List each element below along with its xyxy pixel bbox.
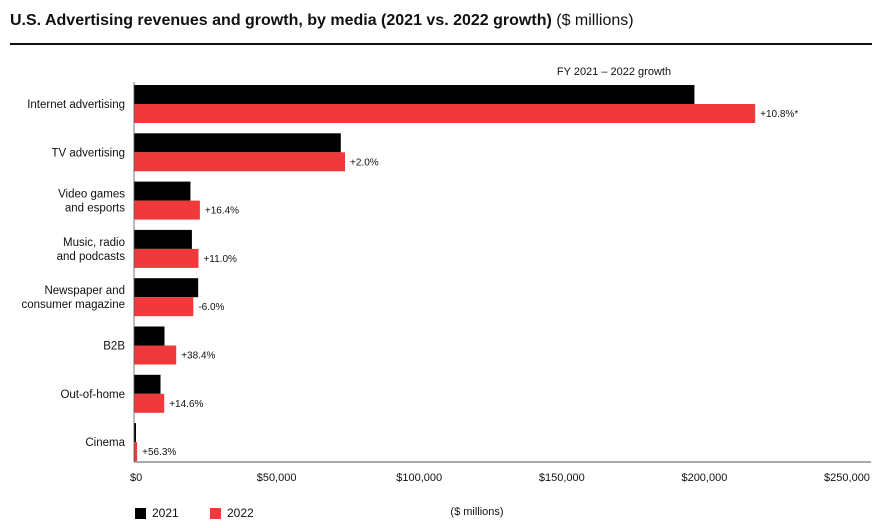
bar-2022 bbox=[134, 297, 194, 317]
bar-2022 bbox=[134, 345, 177, 365]
growth-label: +10.8%* bbox=[760, 109, 798, 120]
legend-swatch-2021 bbox=[135, 507, 146, 519]
title-rule bbox=[10, 43, 872, 45]
category-label: Internet advertising bbox=[27, 99, 125, 111]
category-label: TV advertising bbox=[51, 147, 125, 159]
legend-item-2021: 2021 bbox=[135, 506, 179, 520]
legend-swatch-2022 bbox=[210, 507, 221, 519]
chart-title: U.S. Advertising revenues and growth, by… bbox=[10, 12, 634, 30]
x-axis-label: ($ millions) bbox=[450, 506, 503, 518]
legend-label-2021: 2021 bbox=[152, 506, 179, 520]
bar-2022 bbox=[134, 152, 346, 172]
growth-label: +2.0% bbox=[350, 157, 379, 168]
bar-2022 bbox=[134, 442, 138, 462]
bar-2022 bbox=[134, 248, 199, 268]
growth-label: -6.0% bbox=[198, 302, 224, 313]
category-label: consumer magazine bbox=[21, 299, 125, 311]
bar-2022 bbox=[134, 200, 200, 220]
growth-label: +16.4% bbox=[205, 206, 239, 217]
bar-2021 bbox=[134, 181, 191, 201]
x-tick-label: $200,000 bbox=[681, 472, 727, 484]
legend-label-2022: 2022 bbox=[227, 506, 254, 520]
category-label: Newspaper and bbox=[44, 285, 125, 297]
bar-2022 bbox=[134, 104, 756, 123]
growth-label: +38.4% bbox=[181, 351, 215, 362]
bar-2022 bbox=[134, 393, 165, 413]
x-tick-label: $100,000 bbox=[396, 472, 442, 484]
bar-2021 bbox=[134, 326, 165, 346]
bar-2021 bbox=[134, 229, 192, 249]
chart-title-text: U.S. Advertising revenues and growth, by… bbox=[10, 12, 552, 29]
bar-2021 bbox=[134, 278, 199, 298]
category-label: Out-of-home bbox=[60, 389, 125, 401]
bar-2021 bbox=[134, 423, 136, 443]
x-tick-label: $50,000 bbox=[257, 472, 297, 484]
bar-2021 bbox=[134, 133, 341, 153]
category-label: Music, radio bbox=[63, 237, 125, 249]
growth-label: +56.3% bbox=[142, 447, 176, 458]
legend-item-2022: 2022 bbox=[210, 506, 254, 520]
category-label: B2B bbox=[103, 341, 125, 353]
category-label: Cinema bbox=[85, 437, 125, 449]
bar-2021 bbox=[134, 374, 161, 394]
category-label: and esports bbox=[65, 203, 125, 215]
growth-header: FY 2021 – 2022 growth bbox=[557, 66, 671, 78]
category-label: and podcasts bbox=[57, 251, 126, 263]
x-tick-label: $0 bbox=[130, 472, 142, 484]
growth-label: +14.6% bbox=[169, 399, 203, 410]
chart-title-unit: ($ millions) bbox=[556, 12, 634, 29]
x-tick-label: $250,000 bbox=[824, 472, 870, 484]
bar-2021 bbox=[134, 85, 695, 104]
growth-label: +11.0% bbox=[203, 254, 237, 265]
x-tick-label: $150,000 bbox=[539, 472, 585, 484]
category-label: Video games bbox=[58, 189, 125, 201]
